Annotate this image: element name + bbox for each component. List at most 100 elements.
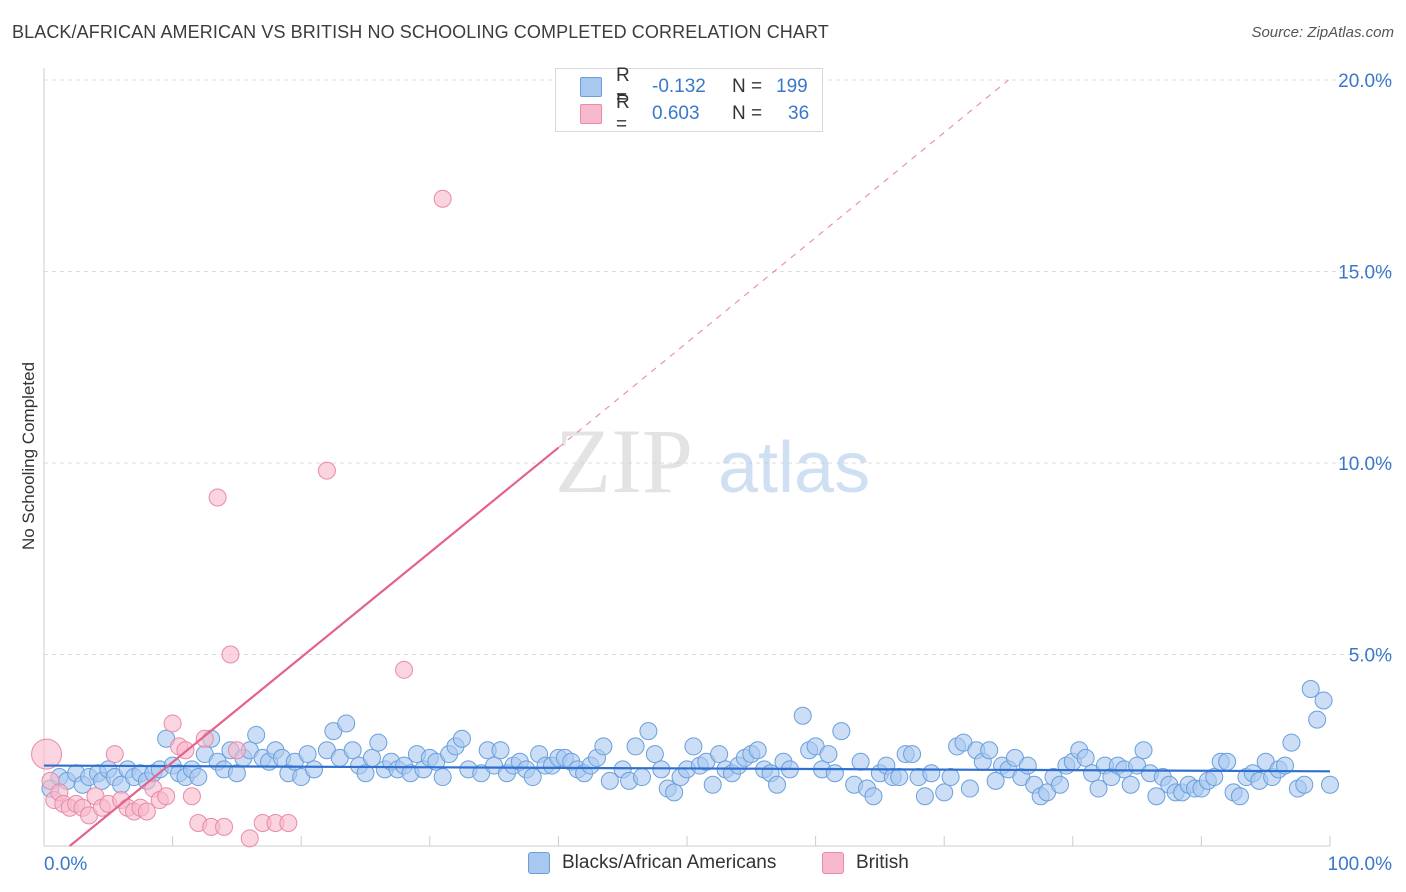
legend-r-label: R = — [616, 65, 630, 108]
point-blacks — [189, 768, 208, 787]
x-tick-label-min: 0.0% — [44, 854, 87, 875]
bottom-legend-label-british: British — [856, 852, 909, 873]
point-blacks — [903, 745, 922, 764]
trend-line-blacks — [43, 764, 1331, 773]
point-blacks — [1282, 733, 1301, 752]
bottom-legend-blacks: Blacks/African Americans — [528, 852, 776, 874]
point-blacks — [433, 768, 452, 787]
point-british — [182, 787, 201, 806]
correlation-legend: R = -0.132 N = 199 R = 0.603 N = 36 — [555, 65, 823, 135]
bottom-legend-swatch-british — [822, 852, 844, 874]
y-tick-label: 15.0% — [1338, 263, 1392, 284]
point-blacks — [337, 714, 356, 733]
x-tick-label-max: 100.0% — [1328, 854, 1393, 875]
point-british — [221, 645, 240, 664]
point-blacks — [703, 775, 722, 794]
y-tick-label: 20.0% — [1338, 71, 1392, 92]
point-blacks — [980, 741, 999, 760]
point-blacks — [1134, 741, 1153, 760]
point-blacks — [748, 741, 767, 760]
source-label: Source: ZipAtlas.com — [1251, 24, 1394, 41]
point-blacks — [915, 787, 934, 806]
point-blacks — [832, 722, 851, 741]
point-blacks — [1295, 775, 1314, 794]
point-blacks — [793, 706, 812, 725]
point-blacks — [632, 768, 651, 787]
chart-title: BLACK/AFRICAN AMERICAN VS BRITISH NO SCH… — [12, 22, 829, 42]
point-british — [433, 189, 452, 208]
point-blacks — [305, 760, 324, 779]
point-british — [240, 829, 259, 848]
point-blacks — [710, 745, 729, 764]
grid-lines — [44, 79, 1392, 655]
point-blacks — [851, 752, 870, 771]
y-tick-label: 5.0% — [1349, 646, 1392, 667]
legend-row-british: R = 0.603 N = 36 — [580, 92, 810, 135]
point-british — [157, 787, 176, 806]
point-british — [279, 814, 298, 833]
point-blacks — [600, 771, 619, 790]
bottom-legend-swatch-blacks — [528, 852, 550, 874]
trend-line-british — [69, 446, 560, 847]
series-blacks-points — [41, 679, 1339, 806]
point-blacks — [960, 779, 979, 798]
point-blacks — [452, 729, 471, 748]
point-blacks — [1076, 748, 1095, 767]
legend-row-blacks: R = -0.132 N = 199 — [580, 65, 808, 108]
point-blacks — [1230, 787, 1249, 806]
legend-swatch-british — [580, 104, 602, 124]
point-blacks — [343, 741, 362, 760]
bottom-legend-british: British — [822, 852, 909, 874]
point-blacks — [626, 737, 645, 756]
legend-n-label: N = — [732, 76, 763, 97]
point-british — [163, 714, 182, 733]
point-blacks — [356, 764, 375, 783]
point-blacks — [1308, 710, 1327, 729]
point-blacks — [935, 783, 954, 802]
point-blacks — [1121, 775, 1140, 794]
point-blacks — [665, 783, 684, 802]
point-blacks — [645, 745, 664, 764]
point-blacks — [639, 722, 658, 741]
legend-r-value: -0.132 — [652, 76, 706, 97]
point-british — [137, 802, 156, 821]
point-blacks — [684, 737, 703, 756]
watermark-atlas: atlas — [718, 428, 870, 508]
legend-r-value: 0.603 — [652, 103, 700, 124]
legend-n-value: 36 — [788, 103, 810, 124]
point-blacks — [298, 745, 317, 764]
point-blacks — [369, 733, 388, 752]
point-blacks — [1218, 752, 1237, 771]
point-british — [31, 738, 63, 770]
point-british — [317, 461, 336, 480]
point-blacks — [768, 775, 787, 794]
point-british — [227, 741, 246, 760]
point-british — [395, 660, 414, 679]
point-british — [215, 817, 234, 836]
point-blacks — [1314, 691, 1333, 710]
point-blacks — [986, 771, 1005, 790]
point-blacks — [819, 745, 838, 764]
point-blacks — [594, 737, 613, 756]
point-blacks — [227, 764, 246, 783]
point-blacks — [922, 764, 941, 783]
legend-swatch-blacks — [580, 77, 602, 97]
point-blacks — [247, 725, 266, 744]
point-blacks — [1205, 768, 1224, 787]
zipatlas-watermark: ZIP atlas — [555, 410, 870, 512]
point-blacks — [1275, 756, 1294, 775]
point-blacks — [1321, 775, 1339, 794]
point-blacks — [1147, 787, 1166, 806]
point-blacks — [1018, 756, 1037, 775]
legend-n-value: 199 — [776, 76, 808, 97]
point-blacks — [941, 768, 960, 787]
point-blacks — [825, 764, 844, 783]
y-tick-label: 10.0% — [1338, 454, 1392, 475]
bottom-legend-label-blacks: Blacks/African Americans — [562, 852, 777, 873]
y-axis-label: No Schooling Completed — [19, 362, 38, 550]
axes: 5.0% 10.0% 15.0% 20.0% 0.0% 100.0% — [43, 68, 1393, 875]
legend-n-label: N = — [732, 103, 763, 124]
series-british-points — [31, 189, 452, 848]
point-blacks — [1301, 679, 1320, 698]
